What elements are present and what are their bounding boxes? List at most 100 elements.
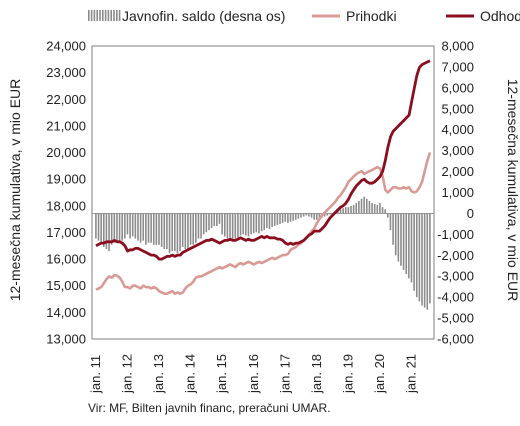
saldo-bar xyxy=(226,213,229,239)
saldo-bar xyxy=(297,213,300,219)
saldo-bar xyxy=(260,213,263,232)
saldo-bar xyxy=(195,213,197,243)
saldo-bar xyxy=(294,213,297,220)
x-tick-label: jan. 17 xyxy=(277,354,292,394)
source-note: Vir: MF, Bilten javnih financ, preračuni… xyxy=(88,401,331,415)
saldo-bar xyxy=(171,213,173,252)
saldo-bar xyxy=(184,213,187,250)
saldo-bar xyxy=(134,213,137,239)
saldo-bar xyxy=(360,198,363,214)
left-tick-label: 19,000 xyxy=(46,172,86,187)
saldo-bar xyxy=(187,213,189,250)
saldo-bar xyxy=(289,213,292,222)
saldo-bar xyxy=(258,213,260,234)
saldo-bar xyxy=(252,213,255,234)
saldo-bar xyxy=(221,213,223,235)
saldo-bar xyxy=(402,213,405,270)
saldo-bar xyxy=(197,213,200,239)
x-tick-label: jan. 15 xyxy=(214,354,229,394)
series-lines xyxy=(95,59,432,296)
left-tick-label: 16,000 xyxy=(46,252,86,267)
prihodki-line xyxy=(95,152,432,296)
saldo-bar xyxy=(229,213,231,238)
left-tick-label: 14,000 xyxy=(46,305,86,320)
saldo-bar xyxy=(205,213,208,233)
saldo-bar xyxy=(368,200,371,214)
saldo-bar xyxy=(347,207,350,214)
x-tick-label: jan. 20 xyxy=(372,354,387,394)
saldo-bar xyxy=(392,213,394,245)
right-tick-label: 8,000 xyxy=(441,39,474,54)
saldo-bar xyxy=(208,213,210,231)
saldo-bar xyxy=(105,213,108,250)
saldo-bar xyxy=(284,213,287,222)
right-tick-label: 1,000 xyxy=(441,185,474,200)
saldo-bar xyxy=(124,213,126,239)
saldo-bar xyxy=(418,213,421,302)
saldo-bar xyxy=(365,198,368,214)
saldo-bar xyxy=(426,213,429,310)
left-axis: 24,000 23,000 22,000 21,000 20,000 19,000 18,0… xyxy=(46,39,86,347)
saldo-bars xyxy=(92,196,434,310)
saldo-bar xyxy=(313,213,315,220)
saldo-bar xyxy=(381,207,384,214)
left-tick-label: 20,000 xyxy=(46,145,86,160)
saldo-bar xyxy=(147,213,150,243)
legend-swatch-bars xyxy=(88,10,121,21)
saldo-bar xyxy=(415,213,418,298)
saldo-bar xyxy=(389,213,392,231)
right-tick-label: 3,000 xyxy=(441,143,474,158)
saldo-bar xyxy=(179,213,181,252)
saldo-bar xyxy=(376,205,379,214)
legend-label: Prihodki xyxy=(346,8,397,24)
saldo-bar xyxy=(326,213,329,216)
saldo-bar xyxy=(139,213,142,243)
saldo-bar xyxy=(242,213,244,235)
saldo-bar xyxy=(131,213,134,237)
saldo-bar xyxy=(352,205,355,214)
saldo-bar xyxy=(266,213,268,229)
saldo-bar xyxy=(152,213,155,245)
saldo-bar xyxy=(363,196,365,214)
saldo-bar xyxy=(276,213,279,225)
saldo-bar xyxy=(247,213,250,237)
x-tick-label: jan. 21 xyxy=(404,354,419,394)
saldo-bar xyxy=(102,213,105,247)
saldo-bar xyxy=(245,213,247,236)
legend-label: Javnofin. saldo (desna os) xyxy=(122,8,285,24)
saldo-bar xyxy=(429,213,431,304)
saldo-bar xyxy=(210,213,213,229)
left-tick-label: 22,000 xyxy=(46,92,86,107)
saldo-bar xyxy=(342,208,344,214)
saldo-bar xyxy=(268,213,271,230)
saldo-bar xyxy=(387,213,389,218)
saldo-bar xyxy=(421,213,423,306)
saldo-bar xyxy=(287,213,289,223)
saldo-bar xyxy=(176,213,179,254)
saldo-bar xyxy=(316,213,318,220)
saldo-bar xyxy=(408,213,410,279)
saldo-bar xyxy=(137,213,139,241)
left-tick-label: 23,000 xyxy=(46,65,86,80)
saldo-bar xyxy=(202,213,205,235)
x-tick-label: jan. 18 xyxy=(309,354,324,394)
saldo-bar xyxy=(263,213,266,231)
saldo-bar xyxy=(281,213,284,223)
saldo-bar xyxy=(118,213,121,243)
x-tick-label: jan. 12 xyxy=(120,354,135,394)
saldo-bar xyxy=(129,213,131,239)
saldo-bar xyxy=(142,213,145,241)
saldo-bar xyxy=(405,213,408,275)
saldo-bar xyxy=(231,213,234,240)
right-tick-label: -1,000 xyxy=(437,227,474,242)
saldo-bar xyxy=(350,206,352,214)
saldo-bar xyxy=(323,213,326,217)
saldo-bar xyxy=(218,213,221,224)
saldo-bar xyxy=(155,213,158,245)
saldo-bar xyxy=(394,213,397,256)
x-tick-label: jan. 13 xyxy=(151,354,166,394)
saldo-bar xyxy=(300,213,302,218)
saldo-bar xyxy=(250,213,252,235)
right-tick-label: 0 xyxy=(467,206,474,221)
